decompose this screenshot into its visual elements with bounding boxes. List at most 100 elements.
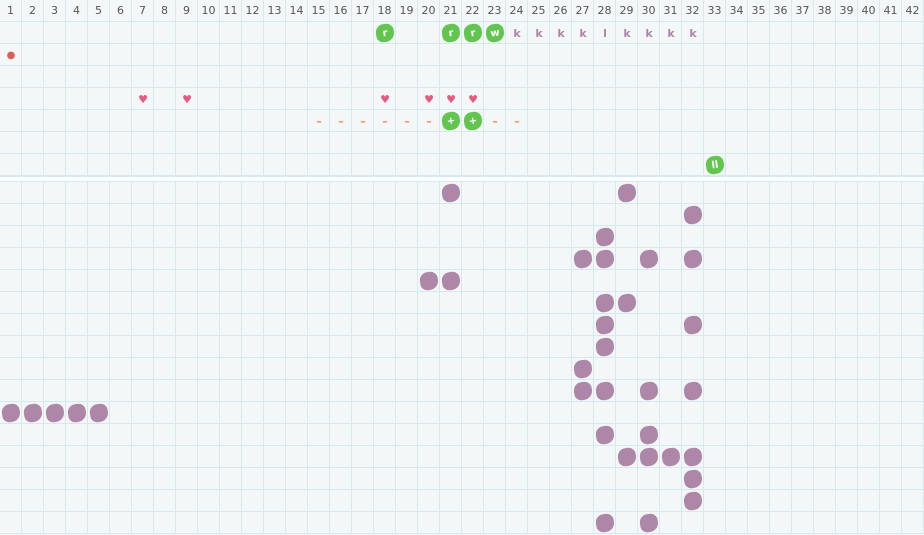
grid-cell[interactable]	[88, 22, 110, 44]
grid-cell[interactable]	[198, 424, 220, 446]
grid-cell[interactable]	[880, 468, 902, 490]
grid-cell[interactable]	[242, 44, 264, 66]
grid-cell[interactable]	[814, 248, 836, 270]
grid-cell[interactable]	[902, 110, 924, 132]
grid-cell[interactable]	[682, 132, 704, 154]
grid-cell[interactable]	[660, 336, 682, 358]
grid-cell[interactable]	[308, 292, 330, 314]
grid-cell[interactable]	[506, 132, 528, 154]
grid-cell[interactable]	[726, 204, 748, 226]
grid-cell[interactable]	[440, 512, 462, 534]
grid-cell[interactable]	[440, 88, 462, 110]
top-item-dash[interactable]: –	[374, 110, 396, 132]
grid-cell[interactable]	[242, 270, 264, 292]
grid-cell[interactable]	[374, 110, 396, 132]
grid-cell[interactable]	[572, 44, 594, 66]
grid-cell[interactable]	[352, 66, 374, 88]
grid-cell[interactable]	[726, 292, 748, 314]
grid-cell[interactable]	[44, 380, 66, 402]
grid-cell[interactable]	[374, 468, 396, 490]
grid-cell[interactable]	[440, 226, 462, 248]
grid-cell[interactable]	[22, 154, 44, 176]
grid-cell[interactable]	[22, 132, 44, 154]
grid-cell[interactable]	[880, 336, 902, 358]
top-item-dash[interactable]: –	[418, 110, 440, 132]
grid-cell[interactable]	[22, 88, 44, 110]
grid-cell[interactable]	[22, 44, 44, 66]
grid-cell[interactable]	[22, 270, 44, 292]
grid-cell[interactable]	[330, 132, 352, 154]
grid-cell[interactable]	[22, 182, 44, 204]
grid-cell[interactable]	[748, 292, 770, 314]
grid-cell[interactable]	[264, 88, 286, 110]
grid-cell[interactable]	[176, 490, 198, 512]
grid-cell[interactable]	[550, 154, 572, 176]
grid-cell[interactable]	[462, 292, 484, 314]
grid-cell[interactable]	[506, 110, 528, 132]
grid-cell[interactable]	[352, 88, 374, 110]
grid-cell[interactable]	[132, 512, 154, 534]
grid-cell[interactable]	[110, 22, 132, 44]
grid-cell[interactable]	[132, 314, 154, 336]
grid-cell[interactable]	[352, 270, 374, 292]
grid-cell[interactable]	[462, 468, 484, 490]
grid-cell[interactable]	[44, 66, 66, 88]
grid-cell[interactable]	[484, 182, 506, 204]
grid-cell[interactable]	[44, 336, 66, 358]
grid-cell[interactable]	[220, 424, 242, 446]
grid-cell[interactable]	[594, 424, 616, 446]
grid-cell[interactable]	[176, 424, 198, 446]
grid-cell[interactable]	[308, 270, 330, 292]
grid-cell[interactable]	[594, 44, 616, 66]
grid-cell[interactable]	[528, 468, 550, 490]
grid-cell[interactable]	[242, 490, 264, 512]
top-item-purple-text[interactable]: k	[660, 22, 682, 44]
grid-cell[interactable]	[242, 292, 264, 314]
grid-cell[interactable]	[660, 22, 682, 44]
grid-cell[interactable]	[550, 132, 572, 154]
grid-cell[interactable]	[814, 424, 836, 446]
grid-cell[interactable]	[176, 380, 198, 402]
grid-cell[interactable]	[330, 336, 352, 358]
grid-cell[interactable]	[110, 358, 132, 380]
block-cell[interactable]	[616, 446, 638, 468]
grid-cell[interactable]	[902, 44, 924, 66]
grid-cell[interactable]	[88, 182, 110, 204]
grid-cell[interactable]	[572, 292, 594, 314]
grid-cell[interactable]	[330, 110, 352, 132]
grid-cell[interactable]	[726, 490, 748, 512]
grid-cell[interactable]	[220, 226, 242, 248]
grid-cell[interactable]	[110, 424, 132, 446]
grid-cell[interactable]	[726, 22, 748, 44]
grid-cell[interactable]	[858, 380, 880, 402]
grid-cell[interactable]	[154, 154, 176, 176]
grid-cell[interactable]	[704, 66, 726, 88]
grid-cell[interactable]	[836, 66, 858, 88]
grid-cell[interactable]	[660, 182, 682, 204]
grid-cell[interactable]	[242, 182, 264, 204]
block-cell[interactable]	[88, 402, 110, 424]
grid-cell[interactable]	[682, 44, 704, 66]
grid-cell[interactable]	[132, 132, 154, 154]
grid-cell[interactable]	[242, 380, 264, 402]
grid-cell[interactable]	[330, 66, 352, 88]
grid-cell[interactable]	[726, 314, 748, 336]
grid-cell[interactable]	[440, 358, 462, 380]
grid-cell[interactable]	[154, 66, 176, 88]
grid-cell[interactable]	[264, 204, 286, 226]
grid-cell[interactable]	[440, 402, 462, 424]
grid-cell[interactable]	[286, 44, 308, 66]
grid-cell[interactable]	[638, 402, 660, 424]
grid-cell[interactable]	[748, 154, 770, 176]
grid-cell[interactable]	[594, 248, 616, 270]
grid-cell[interactable]	[594, 314, 616, 336]
grid-cell[interactable]	[704, 132, 726, 154]
grid-cell[interactable]	[44, 402, 66, 424]
block-cell[interactable]	[682, 468, 704, 490]
grid-cell[interactable]	[814, 402, 836, 424]
grid-cell[interactable]	[616, 154, 638, 176]
grid-cell[interactable]	[308, 446, 330, 468]
grid-cell[interactable]	[198, 402, 220, 424]
grid-cell[interactable]	[22, 446, 44, 468]
grid-cell[interactable]	[528, 402, 550, 424]
